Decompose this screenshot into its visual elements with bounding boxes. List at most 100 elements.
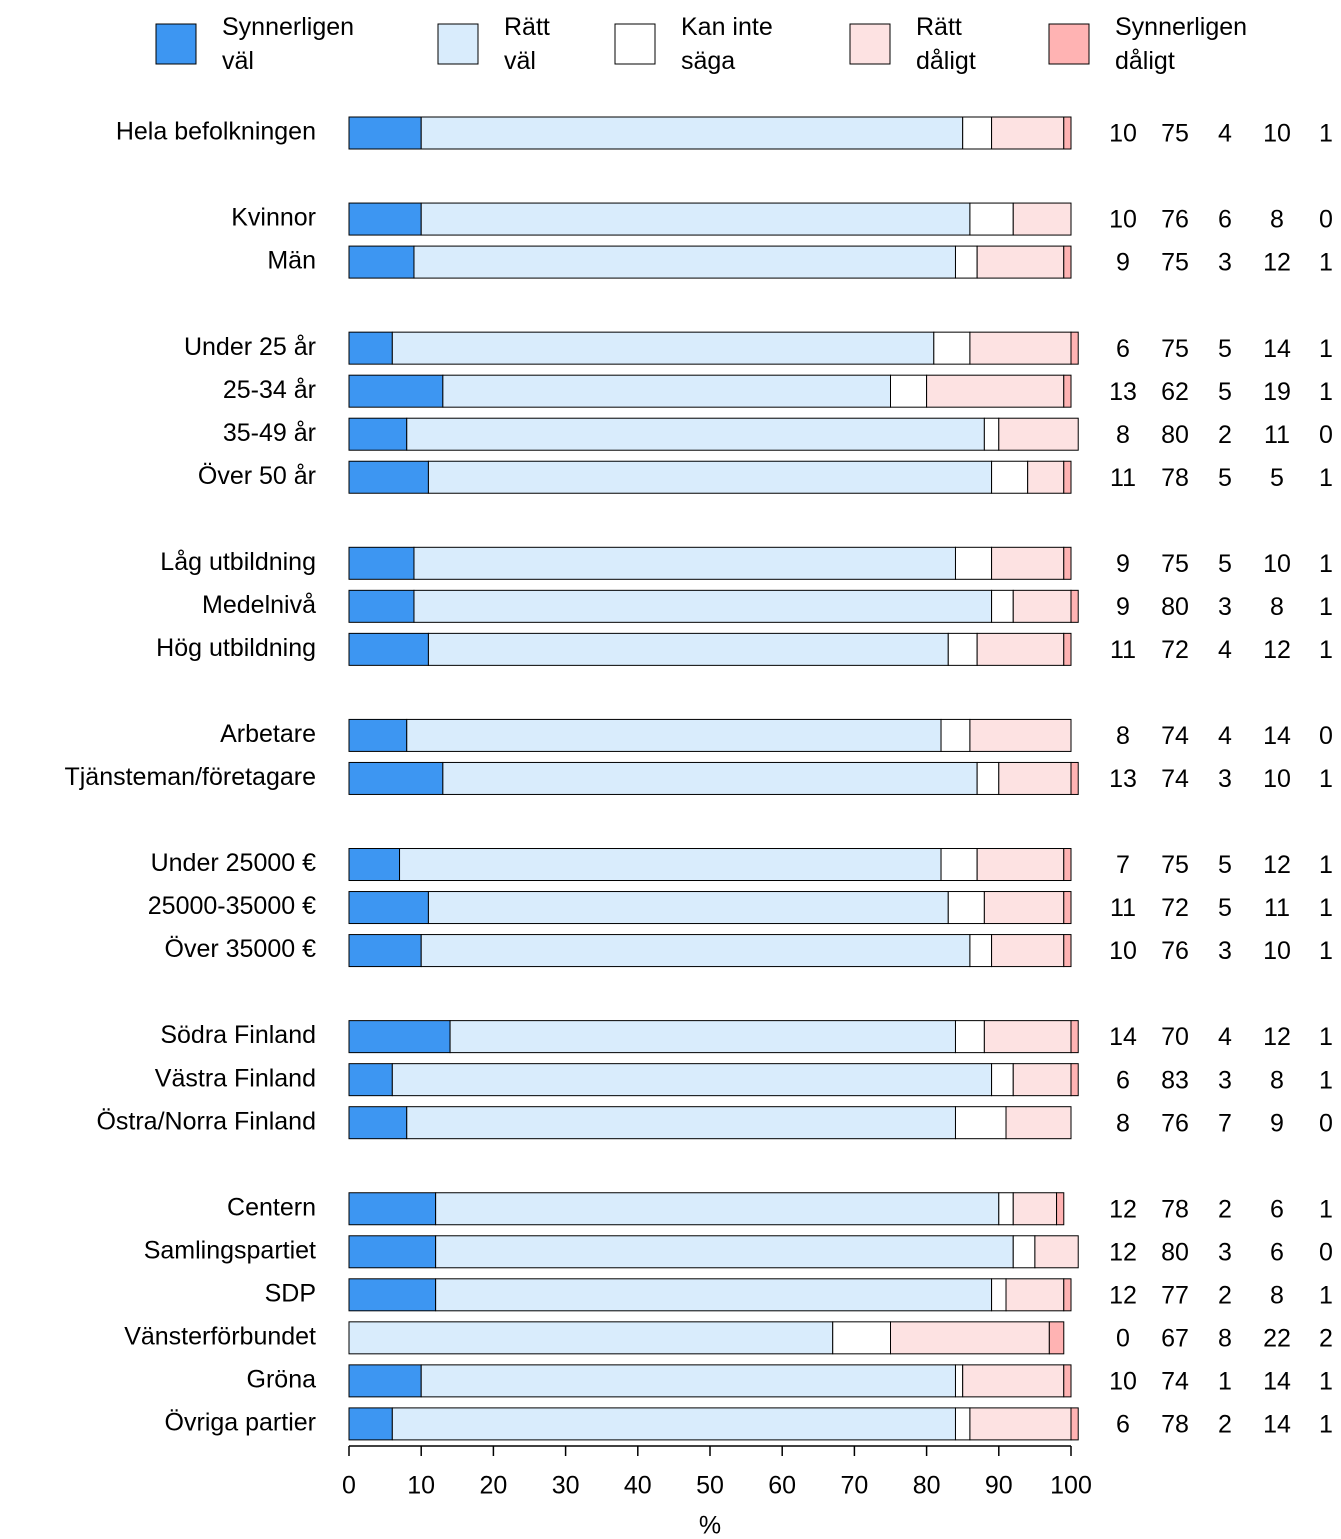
bar-segment — [348, 1407, 393, 1441]
bar-segment — [998, 1192, 1014, 1226]
data-label: 74 — [1161, 765, 1189, 793]
data-label: 14 — [1263, 722, 1291, 750]
bar-segment — [954, 1020, 985, 1054]
legend-label: Rätt dåligt — [916, 13, 976, 75]
data-label: 9 — [1116, 249, 1130, 277]
data-label: 8 — [1270, 1066, 1284, 1094]
legend-swatch — [437, 23, 479, 65]
bar-segment — [1070, 1063, 1079, 1097]
data-label: 4 — [1218, 636, 1232, 664]
data-label: 10 — [1263, 550, 1291, 578]
legend-swatch — [849, 23, 891, 65]
x-tick-label: 0 — [342, 1472, 356, 1500]
data-label: 11 — [1110, 894, 1136, 922]
bar-segment — [435, 1278, 993, 1312]
y-tick-label: Över 35000 € — [165, 935, 317, 963]
bar-segment — [427, 632, 949, 666]
data-label: 13 — [1109, 765, 1137, 793]
y-tick-label: Gröna — [247, 1365, 317, 1393]
data-label: 74 — [1161, 722, 1189, 750]
data-label: 11 — [1264, 894, 1290, 922]
data-label: 8 — [1218, 1324, 1232, 1352]
data-label: 1 — [1319, 937, 1333, 965]
bar-segment — [962, 116, 993, 150]
bar-segment — [1063, 245, 1072, 279]
legend-swatch — [155, 23, 197, 65]
y-tick-label: Under 25 år — [184, 333, 316, 361]
y-tick-label: 35-49 år — [223, 419, 316, 447]
x-tick-label: 10 — [407, 1472, 435, 1500]
data-label: 2 — [1319, 1324, 1333, 1352]
y-tick-label: Över 50 år — [198, 462, 316, 490]
bar-segment — [998, 417, 1079, 451]
y-tick-label: Hög utbildning — [156, 634, 316, 662]
data-label: 7 — [1218, 1109, 1232, 1137]
data-label: 3 — [1218, 249, 1232, 277]
bar-segment — [969, 718, 1072, 752]
bar-segment — [348, 891, 429, 925]
bar-segment — [962, 1364, 1065, 1398]
x-axis-label: % — [699, 1512, 721, 1539]
bar-segment — [991, 116, 1065, 150]
bar-segment — [983, 417, 1000, 451]
data-label: 14 — [1109, 1023, 1137, 1051]
data-label: 4 — [1218, 120, 1232, 148]
data-label: 72 — [1161, 636, 1189, 664]
bar-segment — [991, 460, 1029, 494]
data-label: 11 — [1110, 636, 1136, 664]
data-label: 1 — [1319, 550, 1333, 578]
data-label: 3 — [1218, 937, 1232, 965]
data-label: 75 — [1161, 120, 1189, 148]
data-label: 4 — [1218, 1023, 1232, 1051]
data-label: 1 — [1319, 636, 1333, 664]
bar-segment — [1012, 202, 1072, 236]
data-label: 8 — [1270, 206, 1284, 234]
bar-segment — [406, 1106, 956, 1140]
bar-segment — [1012, 1235, 1036, 1269]
data-label: 5 — [1218, 335, 1232, 363]
data-label: 75 — [1161, 335, 1189, 363]
data-label: 12 — [1263, 851, 1291, 879]
bar-segment — [406, 417, 985, 451]
bar-segment — [954, 1407, 971, 1441]
data-label: 12 — [1109, 1281, 1137, 1309]
bar-segment — [1063, 1278, 1072, 1312]
data-label: 10 — [1109, 120, 1137, 148]
data-label: 2 — [1218, 1195, 1232, 1223]
data-label: 11 — [1264, 421, 1290, 449]
bar-segment — [1070, 331, 1079, 365]
data-label: 9 — [1116, 593, 1130, 621]
bar-segment — [449, 1020, 956, 1054]
bar-segment — [998, 761, 1072, 795]
y-tick-label: Övriga partier — [165, 1409, 316, 1437]
bar-segment — [1063, 116, 1072, 150]
bar-segment — [1012, 1063, 1072, 1097]
data-label: 1 — [1319, 1281, 1333, 1309]
data-label: 1 — [1319, 894, 1333, 922]
data-label: 10 — [1263, 120, 1291, 148]
data-label: 10 — [1109, 206, 1137, 234]
x-tick-label: 80 — [913, 1472, 941, 1500]
bar-segment — [348, 718, 408, 752]
bar-segment — [991, 934, 1065, 968]
data-label: 1 — [1319, 1367, 1333, 1395]
bar-segment — [413, 245, 956, 279]
data-label: 2 — [1218, 1411, 1232, 1439]
data-label: 3 — [1218, 1238, 1232, 1266]
bar-segment — [954, 245, 978, 279]
y-tick-label: Kvinnor — [231, 204, 316, 232]
bar-segment — [413, 589, 993, 623]
bar-segment — [420, 116, 964, 150]
bar-segment — [983, 1020, 1072, 1054]
data-label: 14 — [1263, 1411, 1291, 1439]
bar-segment — [976, 761, 1000, 795]
bar-segment — [1027, 460, 1065, 494]
legend-label: Synnerligen väl — [222, 13, 355, 75]
x-tick-label: 60 — [768, 1472, 796, 1500]
bar-segment — [983, 891, 1065, 925]
data-label: 5 — [1218, 464, 1232, 492]
bar-segment — [976, 245, 1065, 279]
bar-segment — [420, 934, 971, 968]
bar-segment — [348, 848, 401, 882]
